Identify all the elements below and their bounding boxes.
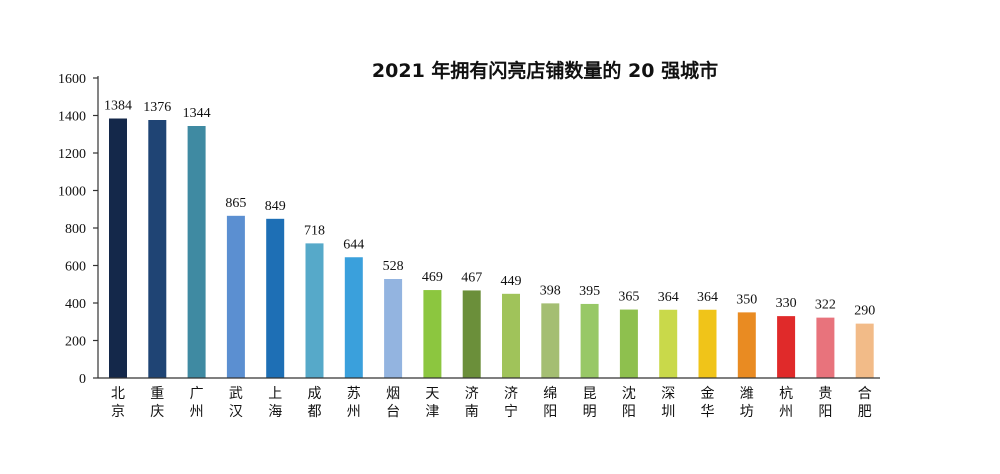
bar-value-label: 1344	[183, 106, 211, 121]
bar-value-label: 1384	[104, 99, 132, 114]
category-label: 金华	[701, 386, 715, 420]
y-axis-ticks: 0 200 400 600 800 1000 1200 1400 1600	[58, 72, 98, 387]
category-label: 深圳	[661, 386, 675, 420]
bar-value-label: 644	[343, 237, 364, 252]
bar	[855, 323, 874, 378]
bar-value-label: 865	[225, 196, 246, 211]
category-label: 天津	[425, 386, 439, 420]
category-label: 苏州	[347, 386, 361, 420]
category-label: 广州	[190, 386, 204, 420]
y-tick-label: 800	[65, 222, 86, 237]
bar	[266, 218, 285, 378]
bar-value-label: 395	[579, 284, 600, 299]
bar	[148, 120, 167, 378]
bar-value-label: 469	[422, 270, 443, 285]
category-label: 绵阳	[543, 385, 557, 420]
y-tick-label: 1600	[58, 72, 86, 87]
bar-value-label: 364	[697, 290, 718, 305]
y-tick-label: 1200	[58, 147, 86, 162]
category-label: 上海	[268, 386, 282, 420]
bar	[777, 316, 796, 378]
category-label: 烟台	[386, 386, 400, 420]
bar	[344, 257, 363, 378]
bar	[737, 312, 756, 378]
bar	[109, 118, 127, 378]
bar	[816, 317, 835, 378]
bar-value-label: 290	[854, 304, 875, 319]
bar	[698, 309, 717, 378]
category-label: 杭州	[779, 386, 793, 420]
category-label: 济宁	[504, 386, 518, 420]
bar	[619, 309, 638, 378]
y-tick-label: 1000	[58, 185, 86, 200]
bar-value-label: 467	[461, 270, 482, 285]
y-tick-label: 600	[65, 260, 86, 275]
category-label: 沈阳	[622, 386, 636, 420]
bar	[502, 293, 520, 378]
bar-value-label: 350	[736, 292, 757, 307]
category-label: 成都	[308, 386, 322, 420]
bar-value-label: 449	[501, 274, 522, 289]
category-label: 昆明	[583, 386, 597, 420]
bar	[384, 279, 403, 378]
category-label: 贵阳	[818, 386, 832, 420]
bar-value-label: 1376	[143, 100, 171, 115]
bar	[305, 243, 324, 378]
bar-value-label: 364	[658, 290, 679, 305]
bar	[541, 303, 560, 378]
y-tick-label: 1400	[58, 110, 86, 125]
value-labels: 1384 1376 1344 865 849 718 644 528 469 467 449 398 3…	[104, 99, 875, 319]
category-label: 潍坊	[740, 386, 754, 420]
bar-value-label: 365	[618, 290, 639, 305]
bar-value-label: 718	[304, 223, 325, 238]
y-tick-label: 200	[65, 335, 86, 350]
bar	[226, 215, 245, 378]
bar-value-label: 398	[540, 283, 561, 298]
bar	[423, 290, 442, 378]
y-tick-label: 400	[65, 297, 86, 312]
bar	[580, 303, 599, 378]
y-tick-label: 0	[79, 372, 86, 387]
category-label: 济南	[465, 386, 479, 420]
bar	[462, 290, 481, 378]
category-label: 重庆	[150, 386, 164, 420]
category-label: 合肥	[858, 386, 872, 420]
bar	[659, 309, 678, 378]
bar-value-label: 330	[776, 296, 797, 311]
bars	[109, 118, 874, 378]
category-label: 北京	[111, 386, 125, 420]
bar-value-label: 322	[815, 298, 836, 313]
bar-value-label: 528	[383, 259, 404, 274]
bar	[187, 126, 206, 378]
bar-value-label: 849	[265, 199, 286, 214]
chart-title: 2021 年拥有闪亮店铺数量的 20 强城市	[372, 59, 718, 82]
category-label: 武汉	[229, 386, 243, 420]
